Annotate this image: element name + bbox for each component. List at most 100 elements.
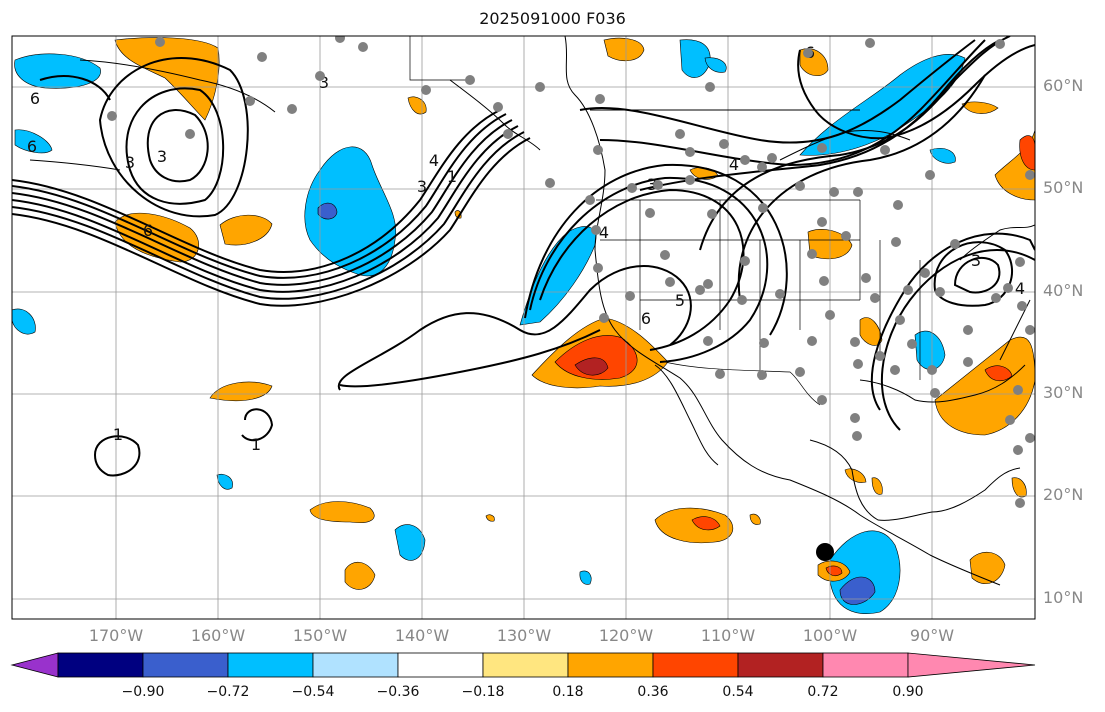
colorbar-arrow-low (10, 652, 59, 678)
station-dot (991, 293, 1001, 303)
contour-label: 3 (417, 177, 427, 196)
cool-anomaly-hawaii (394, 524, 426, 561)
warm-peak-california (574, 357, 609, 376)
contour-label: 6 (27, 137, 37, 156)
warm-anomaly-sub2 (344, 562, 376, 590)
lon-label: 120°W (598, 626, 654, 645)
station-dot (1005, 415, 1015, 425)
station-dot (705, 82, 715, 92)
contour-labels: 6 6 3 3 6 4 1 3 4 3 5 6 6 4 1 1 3 4 3 (27, 43, 1025, 454)
station-dot (963, 357, 973, 367)
colorbar-bin (142, 652, 229, 678)
colorbar-tick: 0.18 (552, 684, 584, 700)
station-dot (861, 273, 871, 283)
station-dot (895, 315, 905, 325)
station-dot (665, 277, 675, 287)
colorbar-tick: −0.90 (121, 684, 165, 700)
station-dot (315, 71, 325, 81)
station-dot (865, 38, 875, 48)
station-dot (1013, 385, 1023, 395)
station-dot (803, 48, 813, 58)
station-dot (625, 291, 635, 301)
colorbar-arrow-high (907, 652, 1036, 678)
station-dot (660, 250, 670, 260)
lat-label: 10°N (1043, 588, 1084, 607)
colorbar-tick: −0.54 (291, 684, 335, 700)
station-dot (893, 200, 903, 210)
station-dot (903, 285, 913, 295)
warm-anomaly-sub1 (209, 381, 273, 401)
station-dot (758, 203, 768, 213)
colorbar-bin (822, 652, 909, 678)
contour-label: 1 (113, 425, 123, 444)
colorbar-tick: 0.72 (807, 684, 839, 700)
station-dot (853, 187, 863, 197)
station-dot (185, 129, 195, 139)
contour-label: 4 (429, 151, 439, 170)
station-dot (875, 351, 885, 361)
station-dot (1025, 170, 1035, 180)
station-dot (737, 295, 747, 305)
cool-small-2 (12, 308, 36, 335)
station-dot (807, 336, 817, 346)
station-dot (795, 181, 805, 191)
station-dot (545, 178, 555, 188)
contour-label: 3 (319, 73, 329, 92)
storm-position-marker (816, 543, 834, 561)
contour-label: 6 (143, 221, 153, 240)
lat-label: 40°N (1043, 281, 1084, 300)
station-dot (703, 279, 713, 289)
contour-label: 6 (30, 89, 40, 108)
station-dot (740, 155, 750, 165)
warm-small-5 (871, 477, 883, 495)
station-dot (817, 217, 827, 227)
station-dot (627, 183, 637, 193)
station-dot (719, 139, 729, 149)
station-dot (757, 162, 767, 172)
station-dot (715, 369, 725, 379)
station-dot (503, 129, 513, 139)
colorbar-tick: −0.72 (206, 684, 250, 700)
station-dot (287, 104, 297, 114)
station-dot (593, 145, 603, 155)
lat-label: 50°N (1043, 178, 1084, 197)
contour-label: 4 (1015, 279, 1025, 298)
colorbar-tick: −0.18 (461, 684, 505, 700)
colorbar-tick: 0.54 (722, 684, 754, 700)
station-dot (653, 180, 663, 190)
warm-small-8 (749, 513, 761, 525)
colorbar-bin (482, 652, 569, 678)
station-dot (757, 370, 767, 380)
station-dot (852, 431, 862, 441)
station-dot (829, 187, 839, 197)
contour-label: 3 (647, 175, 657, 194)
station-dot (421, 85, 431, 95)
station-dot (920, 268, 930, 278)
station-dot (155, 37, 165, 47)
station-dot (930, 388, 940, 398)
station-dot (1015, 498, 1025, 508)
station-dot (927, 365, 937, 375)
station-dot (645, 208, 655, 218)
cool-core-mexico (839, 576, 876, 605)
warm-core-california (554, 335, 638, 380)
contour-label: 4 (599, 223, 609, 242)
station-dot (593, 263, 603, 273)
height-contours (12, 36, 1035, 477)
station-dot (685, 147, 695, 157)
station-dot (257, 52, 267, 62)
station-dot (935, 287, 945, 297)
cool-anomaly-westcoast (519, 226, 597, 326)
station-dot (850, 337, 860, 347)
lon-label: 160°W (190, 626, 246, 645)
cool-core-pacific (317, 202, 338, 220)
station-dot (585, 195, 595, 205)
station-dot (850, 413, 860, 423)
cool-anomaly-nw (14, 129, 53, 154)
lon-label: 90°W (909, 626, 955, 645)
station-dot (817, 143, 827, 153)
colorbar-tick: 0.90 (892, 684, 924, 700)
colorbar-bin (397, 652, 484, 678)
colorbar-bin (312, 652, 399, 678)
